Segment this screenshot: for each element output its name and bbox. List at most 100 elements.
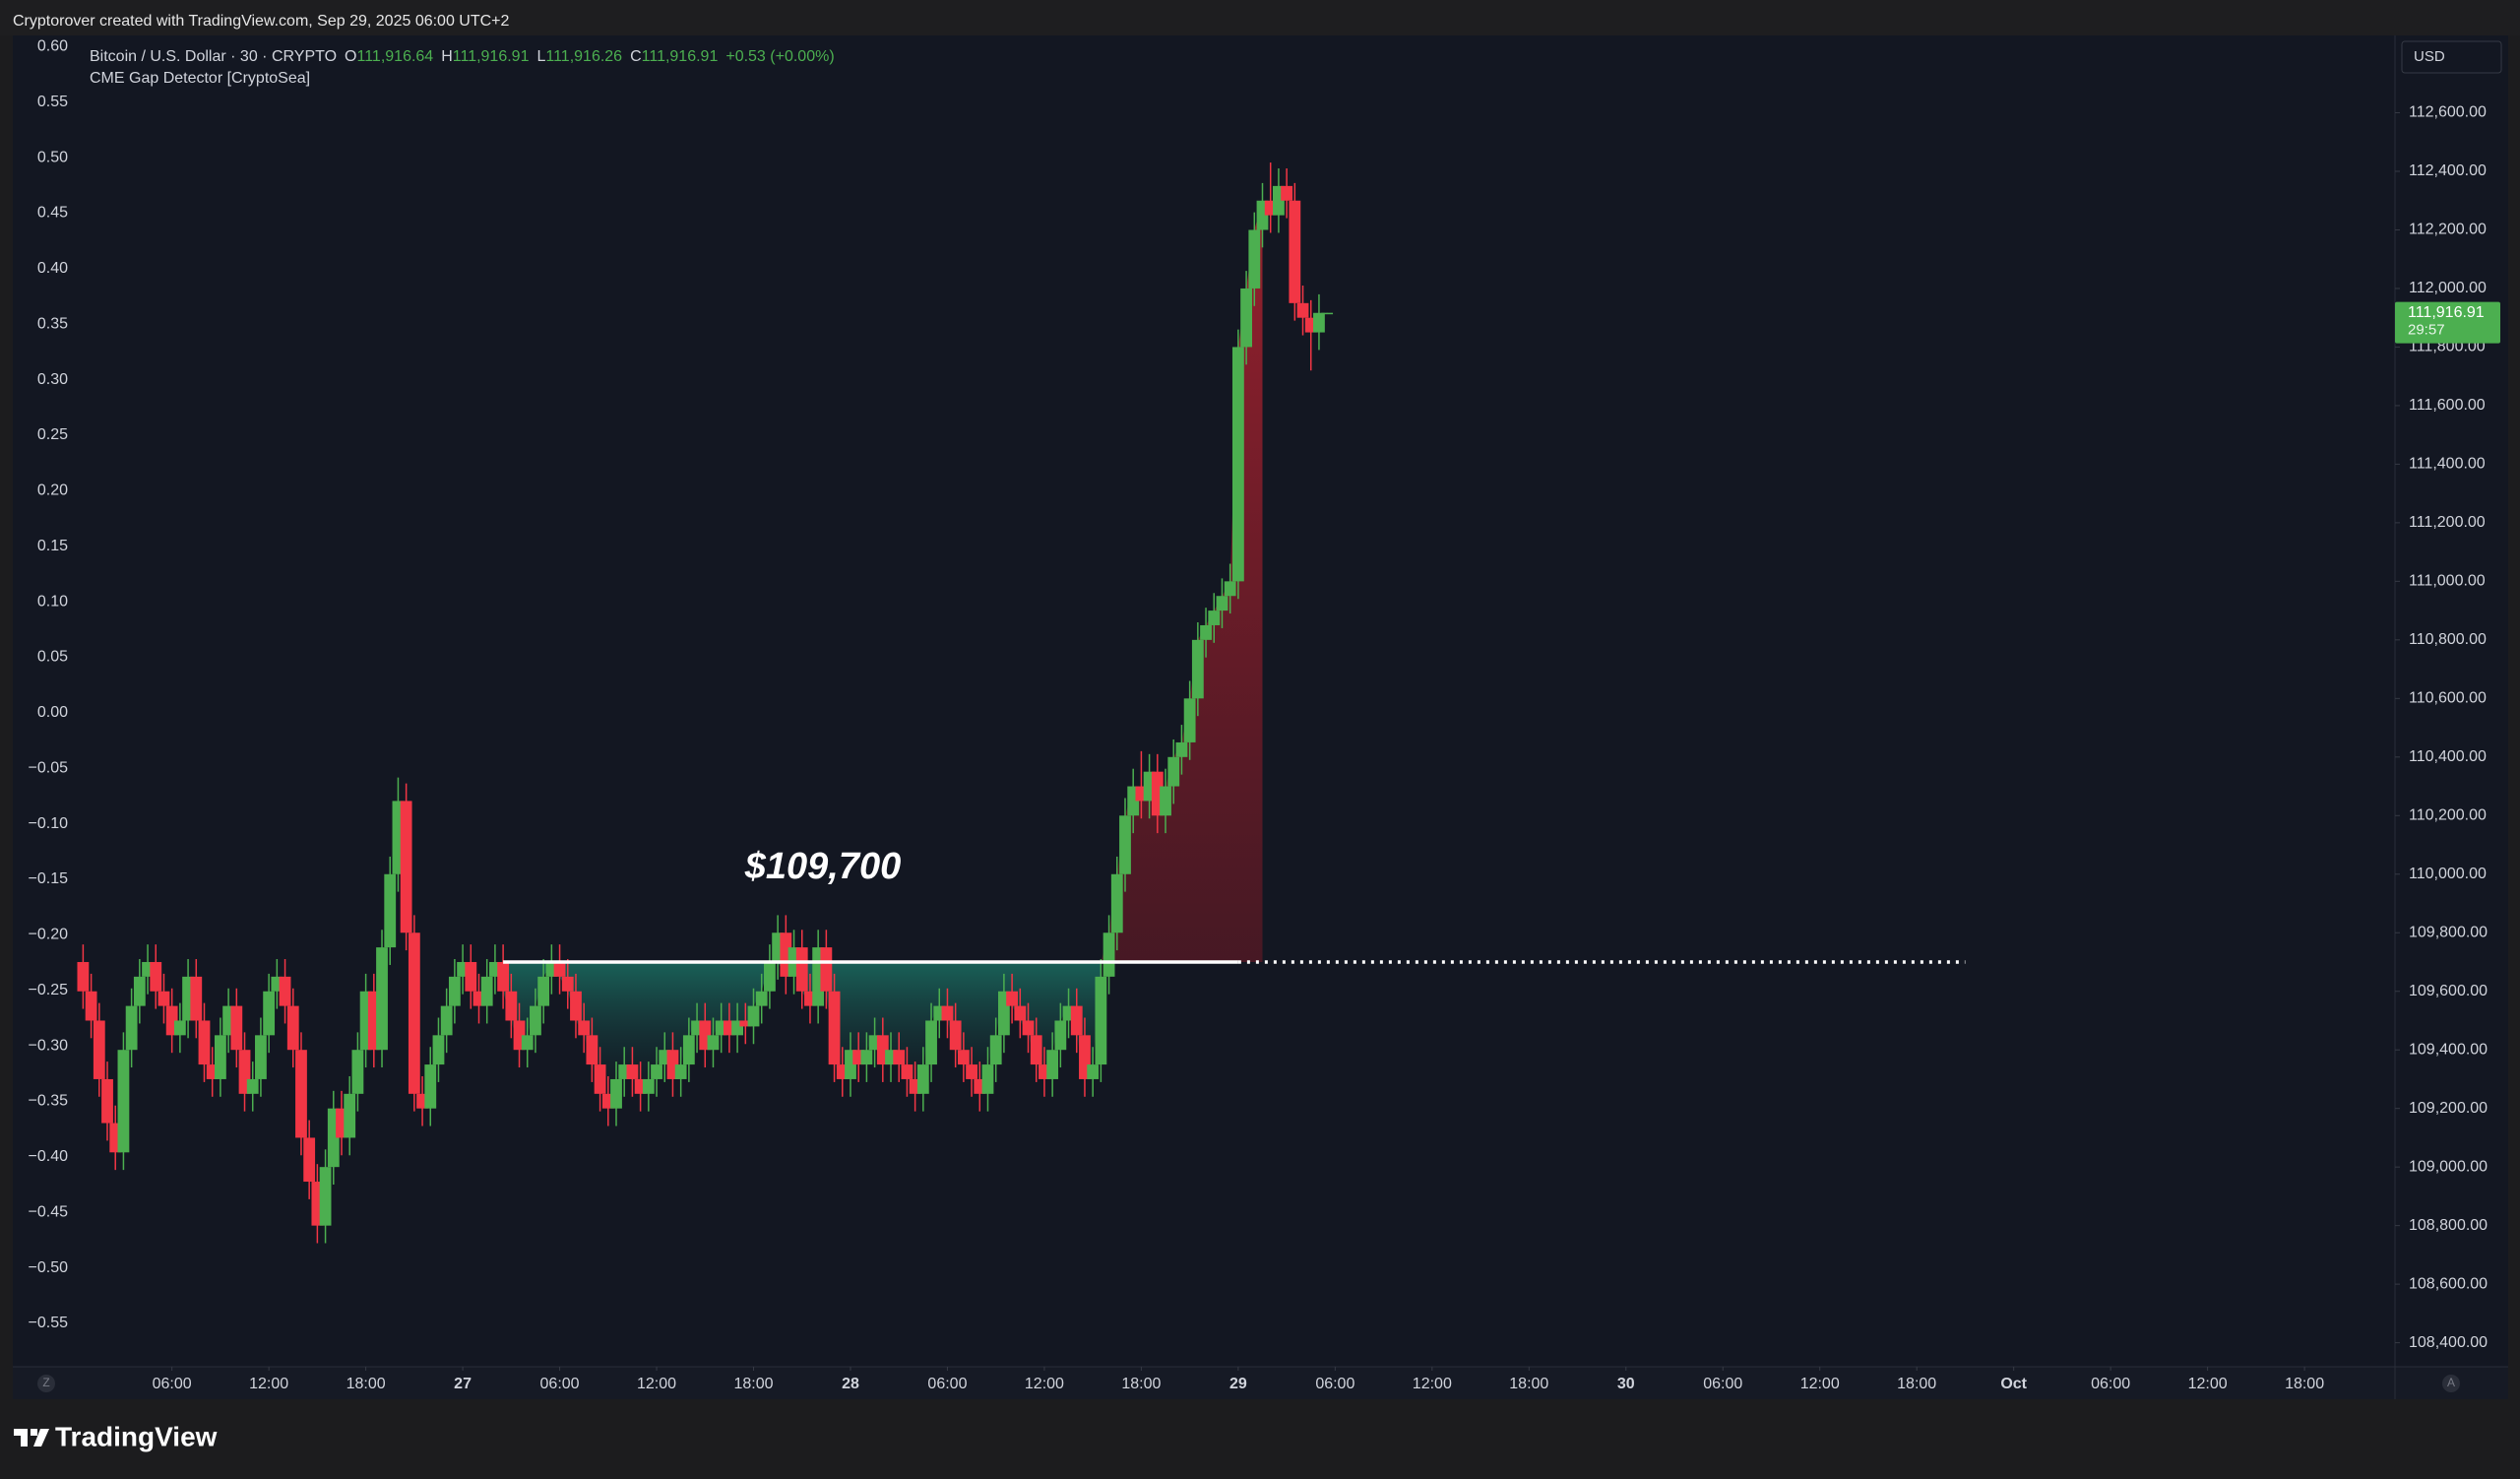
brand-logo: TradingView: [14, 1421, 218, 1451]
candle-body: [957, 1050, 970, 1065]
y-tick-label: 109,200.00: [2409, 1100, 2488, 1117]
candle-body: [570, 991, 582, 1021]
candle-body: [1079, 1035, 1091, 1079]
candle-body: [1039, 1064, 1050, 1079]
legend-line: Bitcoin / U.S. Dollar · 30 · CRYPTO O111,…: [90, 46, 835, 68]
candle-body: [901, 1064, 914, 1079]
candle-body: [432, 1035, 445, 1065]
x-tick-label: 12:00: [1800, 1376, 1840, 1392]
candle-body: [1264, 200, 1277, 216]
candle-body: [707, 1035, 720, 1051]
y-tick-label: 110,200.00: [2409, 807, 2487, 824]
candle-body: [594, 1064, 606, 1094]
candle-body: [1095, 976, 1107, 1065]
y2-tick-label: −0.05: [29, 759, 69, 776]
last-price-label: 111,916.91: [2408, 304, 2485, 321]
candle-body: [109, 1123, 122, 1153]
y-tick-label: 109,000.00: [2409, 1158, 2488, 1175]
candle-body: [586, 1035, 598, 1065]
y-tick-label: 112,000.00: [2409, 280, 2487, 296]
y-tick-label: 111,000.00: [2409, 573, 2486, 590]
y2-tick-label: −0.20: [29, 927, 69, 943]
candle-body: [812, 947, 825, 1006]
x-tick-label: 27: [454, 1376, 472, 1392]
candle-body: [893, 1050, 906, 1065]
candle-body: [255, 1035, 267, 1079]
y2-tick-label: 0.45: [37, 205, 68, 222]
candle-body: [101, 1078, 113, 1124]
candle-body: [530, 1005, 541, 1036]
candle-body: [133, 976, 146, 1006]
candle-body: [699, 1020, 712, 1051]
candle-body: [981, 1064, 994, 1094]
x-tick-label: 18:00: [346, 1376, 386, 1392]
candle-body: [359, 991, 372, 1051]
gap-fill-below: [503, 961, 1102, 1109]
candle-body: [1167, 756, 1180, 787]
y-tick-label: 108,800.00: [2409, 1217, 2488, 1234]
x-tick-label: 06:00: [1315, 1376, 1354, 1392]
candle-body: [933, 1005, 946, 1021]
candle-body: [222, 1005, 235, 1036]
candle-body: [1087, 1064, 1100, 1079]
ohlc-value: 111,916.26: [545, 48, 623, 65]
candle-body: [852, 1050, 865, 1065]
y2-tick-label: −0.45: [29, 1203, 69, 1220]
candle-body: [424, 1064, 437, 1109]
candle-body: [966, 1064, 977, 1079]
ohlc-key: L: [536, 48, 546, 65]
candle-body: [1062, 1005, 1075, 1021]
candle-body: [1208, 611, 1221, 625]
candle-body: [513, 1020, 526, 1051]
candle-body: [715, 1020, 727, 1036]
candle-body: [1127, 786, 1140, 816]
y-tick-label: 110,600.00: [2409, 690, 2487, 707]
auto-scale-button[interactable]: [2442, 1375, 2460, 1392]
candle-body: [198, 1020, 211, 1065]
candle-body: [1272, 185, 1285, 216]
candle-body: [772, 932, 785, 962]
candle-body: [780, 932, 792, 977]
candle-body: [1256, 200, 1269, 230]
candle-body: [238, 1050, 251, 1094]
candle-body: [1231, 347, 1244, 582]
y-tick-label: 111,400.00: [2409, 456, 2486, 473]
candle-body: [1200, 624, 1212, 640]
x-tick-label: 12:00: [2188, 1376, 2228, 1392]
candle-body: [925, 1020, 937, 1065]
chart-legend: Bitcoin / U.S. Dollar · 30 · CRYPTO O111,…: [90, 46, 835, 90]
countdown-label: 29:57: [2408, 322, 2445, 339]
x-tick-label: 12:00: [1413, 1376, 1452, 1392]
ohlc-value: 111,916.64: [356, 48, 434, 65]
x-tick-label: 12:00: [637, 1376, 676, 1392]
candle-body: [158, 991, 170, 1006]
candle-body: [271, 976, 284, 992]
candle-body: [125, 1005, 138, 1051]
candle-body: [142, 961, 154, 977]
candle-body: [246, 1078, 259, 1094]
candle-body: [626, 1064, 639, 1079]
candle-body: [400, 801, 412, 933]
candle-body: [739, 1020, 752, 1027]
candle-body: [448, 976, 461, 1006]
x-tick-label: 12:00: [249, 1376, 288, 1392]
candle-body: [909, 1078, 921, 1094]
candle-body: [1006, 991, 1019, 1006]
auto-scale-label: A: [2447, 1376, 2455, 1389]
y2-tick-label: 0.05: [37, 649, 68, 666]
candle-body: [1046, 1050, 1059, 1079]
candle-body: [150, 961, 162, 992]
corner-button[interactable]: [37, 1375, 55, 1392]
x-tick-label: 06:00: [540, 1376, 580, 1392]
candle-body: [497, 961, 510, 992]
candle-body: [77, 961, 90, 992]
candle-body: [836, 1064, 849, 1079]
x-tick-label: 18:00: [1897, 1376, 1936, 1392]
currency-button[interactable]: [2401, 40, 2502, 74]
y2-tick-label: 0.35: [37, 315, 68, 332]
candle-body: [1281, 185, 1293, 201]
y-tick-label: 108,600.00: [2409, 1275, 2488, 1292]
candle-body: [691, 1020, 703, 1036]
x-tick-label: 18:00: [1509, 1376, 1548, 1392]
